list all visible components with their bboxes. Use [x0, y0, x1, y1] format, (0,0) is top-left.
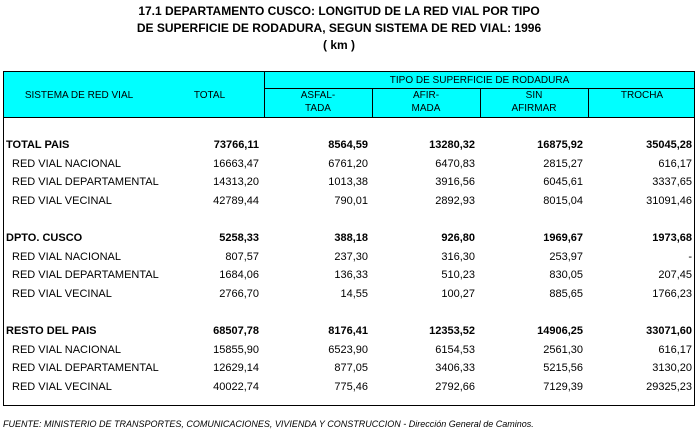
- cell: 1969,67: [543, 232, 583, 244]
- cell: 6761,20: [328, 157, 368, 170]
- cell: 6045,61: [543, 176, 583, 188]
- cell: 136,33: [334, 269, 368, 281]
- cell: 316,30: [441, 250, 475, 263]
- cell: 14906,25: [537, 325, 583, 337]
- cell: 16875,92: [537, 139, 583, 151]
- cell: 3406,33: [435, 362, 475, 374]
- header-cell: MADA: [411, 103, 441, 114]
- header-cell: AFIRMAR: [511, 103, 557, 114]
- row-label: RED VIAL VECINAL: [12, 194, 112, 207]
- cell: 12353,52: [429, 325, 475, 337]
- cell: 885,65: [549, 287, 583, 300]
- border: [264, 88, 695, 89]
- cell: 616,17: [658, 343, 692, 356]
- header-cell: SISTEMA DE RED VIAL: [24, 90, 134, 101]
- cell: 2766,70: [219, 287, 259, 300]
- header-cell: SIN: [525, 90, 543, 101]
- cell: 877,05: [334, 362, 368, 374]
- cell: 15855,90: [213, 343, 259, 356]
- border: [588, 88, 589, 118]
- cell: 33071,60: [646, 325, 692, 337]
- row-label: RED VIAL NACIONAL: [12, 157, 122, 170]
- border: [480, 88, 481, 118]
- header-cell: ASFAL-: [300, 90, 336, 101]
- cell: -: [688, 250, 692, 263]
- cell: 237,30: [334, 250, 368, 263]
- cell: 1013,38: [328, 176, 368, 188]
- cell: 6154,53: [435, 343, 475, 356]
- cell: 1684,06: [219, 269, 259, 281]
- cell: 1973,68: [652, 232, 692, 244]
- row-label: RED VIAL DEPARTAMENTAL: [12, 269, 159, 281]
- cell: 13280,32: [429, 139, 475, 151]
- title: 17.1 DEPARTAMENTO CUSCO: LONGITUD DE LA …: [138, 4, 540, 18]
- cell: 2561,30: [543, 343, 583, 356]
- cell: 3337,65: [652, 176, 692, 188]
- border: [3, 71, 4, 406]
- header-cell: AFIR-: [412, 90, 440, 101]
- border: [3, 405, 695, 406]
- group-label: DPTO. CUSCO: [6, 232, 83, 244]
- cell: 5258,33: [219, 232, 259, 244]
- row-label: RED VIAL VECINAL: [12, 380, 112, 393]
- header-cell: TIPO DE SUPERFICIE DE RODADURA: [389, 75, 570, 86]
- cell: 3916,56: [435, 176, 475, 188]
- cell: 6470,83: [435, 157, 475, 170]
- header-cell: TADA: [305, 103, 331, 114]
- cell: 253,97: [549, 250, 583, 263]
- row-label: RED VIAL DEPARTAMENTAL: [12, 176, 159, 188]
- border: [372, 88, 373, 118]
- cell: 7129,39: [543, 380, 583, 393]
- cell: 1766,23: [652, 287, 692, 300]
- cell: 807,57: [225, 250, 259, 263]
- row-label: RED VIAL DEPARTAMENTAL: [12, 362, 159, 374]
- cell: 35045,28: [646, 139, 692, 151]
- cell: 42789,44: [213, 194, 259, 207]
- cell: 510,23: [441, 269, 475, 281]
- cell: 207,45: [658, 269, 692, 281]
- cell: 2815,27: [543, 157, 583, 170]
- cell: 12629,14: [213, 362, 259, 374]
- border: [264, 71, 265, 118]
- cell: 73766,11: [213, 139, 259, 151]
- border: [3, 117, 695, 118]
- cell: 29325,23: [646, 380, 692, 393]
- cell: 616,17: [658, 157, 692, 170]
- header-bg: [3, 72, 695, 117]
- cell: 40022,74: [213, 380, 259, 393]
- row-label: RED VIAL NACIONAL: [12, 343, 122, 356]
- cell: 14313,20: [213, 176, 259, 188]
- cell: 6523,90: [328, 343, 368, 356]
- row-label: RED VIAL VECINAL: [12, 287, 112, 300]
- group-label: TOTAL PAIS: [6, 139, 70, 151]
- cell: 5215,56: [543, 362, 583, 374]
- footer: FUENTE: MINISTERIO DE TRANSPORTES, COMUN…: [3, 419, 534, 429]
- header-cell: TROCHA: [620, 90, 664, 101]
- cell: 830,05: [549, 269, 583, 281]
- cell: 68507,78: [213, 325, 259, 337]
- title: ( km ): [322, 38, 355, 52]
- cell: 8564,59: [328, 139, 368, 151]
- cell: 31091,46: [646, 194, 692, 207]
- header-cell: TOTAL: [193, 90, 226, 101]
- cell: 16663,47: [213, 157, 259, 170]
- cell: 3130,20: [652, 362, 692, 374]
- border: [694, 71, 695, 406]
- cell: 2792,66: [435, 380, 475, 393]
- cell: 8176,41: [328, 325, 368, 337]
- cell: 14,55: [340, 287, 368, 300]
- cell: 2892,93: [435, 194, 475, 207]
- group-label: RESTO DEL PAIS: [6, 325, 97, 337]
- border: [3, 71, 695, 72]
- row-label: RED VIAL NACIONAL: [12, 250, 122, 263]
- cell: 388,18: [334, 232, 368, 244]
- cell: 775,46: [334, 380, 368, 393]
- title: DE SUPERFICIE DE RODADURA, SEGUN SISTEMA…: [136, 21, 542, 35]
- cell: 8015,04: [543, 194, 583, 207]
- cell: 926,80: [441, 232, 475, 244]
- cell: 100,27: [441, 287, 475, 300]
- cell: 790,01: [334, 194, 368, 207]
